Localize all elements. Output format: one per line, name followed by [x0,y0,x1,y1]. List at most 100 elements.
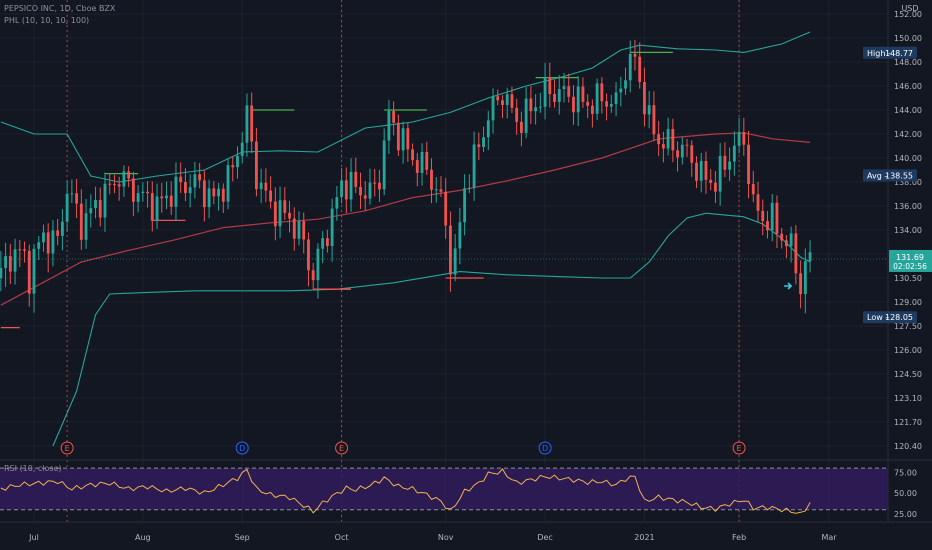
time-tick-label: Jul [28,533,39,542]
earnings-marker[interactable] [335,441,349,455]
price-tick-label: 126.00 [894,346,922,355]
candle-body [794,233,798,274]
candle-body [278,200,282,227]
candle-body [680,144,684,158]
rsi-tick-label: 50.00 [894,489,917,498]
candle-body [714,182,717,192]
candle-body [136,193,140,202]
lower-band-line [52,212,811,447]
candle-body [472,144,476,188]
candle-body [453,248,457,275]
candle-body [538,106,542,108]
candle-body [122,171,126,187]
candle-body [84,213,88,240]
price-tick-label: 140.00 [894,154,922,163]
candle-body [89,208,93,214]
candle-body [108,183,112,185]
rsi-band-fill [0,468,888,510]
candle-body [174,176,178,207]
candle-body [150,193,154,221]
candle-body [245,105,249,143]
candle-body [325,238,329,247]
candle-body [534,107,538,112]
candle-body [212,188,216,197]
candle-body [709,179,713,183]
dividend-marker[interactable] [235,441,249,455]
candle-body [501,100,504,106]
time-tick-label: Feb [732,533,746,542]
dividend-marker[interactable] [538,441,552,455]
candle-body [141,191,145,194]
high-value: 148.77 [885,49,913,58]
candle-body [392,110,396,123]
event-marker-label: E [339,444,344,453]
event-marker-label: E [737,444,742,453]
candle-body [761,210,765,222]
candle-body [553,94,556,102]
candle-body [657,134,661,145]
candle-body [747,144,750,185]
candle-body [676,150,679,158]
earnings-marker[interactable] [60,441,74,455]
candle-body [572,96,575,113]
price-tick-label: 136.00 [894,202,922,211]
candle-body [756,194,760,211]
candle-body [236,155,239,168]
candle-body [127,171,131,179]
candle-body [449,225,452,275]
candle-body [103,183,107,218]
candle-body [434,189,438,191]
candle-body [510,94,514,108]
avg-badge [863,169,917,182]
candle-body [51,230,55,254]
price-tick-label: 121.70 [894,418,922,427]
candle-body [699,160,703,181]
indicator-legend: PHL (10, 10, 10, 100) [4,16,90,25]
earnings-marker[interactable] [732,441,746,455]
candle-body [624,80,627,89]
candle-body [633,53,637,57]
candle-body [193,174,197,188]
candle-body [557,88,561,102]
price-tick-label: 120.40 [894,442,922,451]
candle-body [169,195,173,207]
candle-body [4,256,8,268]
candle-body [27,250,31,294]
candle-body [661,144,665,149]
candle-body [259,182,263,190]
candle-body [562,86,566,89]
avg-value: 138.55 [885,171,913,180]
candle-body [0,267,3,278]
candle-body [737,132,741,146]
candle-body [643,82,646,115]
candle-body [240,142,244,156]
candle-body [396,122,400,151]
price-tick-label: 123.10 [894,394,922,403]
price-tick-label: 146.00 [894,82,922,91]
candle-body [378,182,381,190]
upper-band-line [0,31,811,183]
candle-body [524,98,528,133]
candle-body [330,208,334,247]
candle-body [770,202,774,231]
candle-body [297,221,301,239]
candle-body [784,240,788,247]
candle-body [349,171,353,200]
event-marker-label: D [542,444,548,453]
candle-body [690,145,694,163]
price-tick-label: 142.00 [894,130,922,139]
time-tick-label: Oct [335,533,349,542]
candle-body [486,120,490,138]
candle-body [411,149,414,161]
candle-body [207,188,211,208]
candle-body [387,110,391,141]
time-tick-label: 2021 [634,533,654,542]
candle-body [647,105,651,115]
candle-body [184,182,187,194]
candle-body [354,171,358,187]
candle-body [505,94,509,106]
candle-body [8,256,12,272]
candle-body [515,107,519,122]
time-tick-label: Dec [537,533,552,542]
